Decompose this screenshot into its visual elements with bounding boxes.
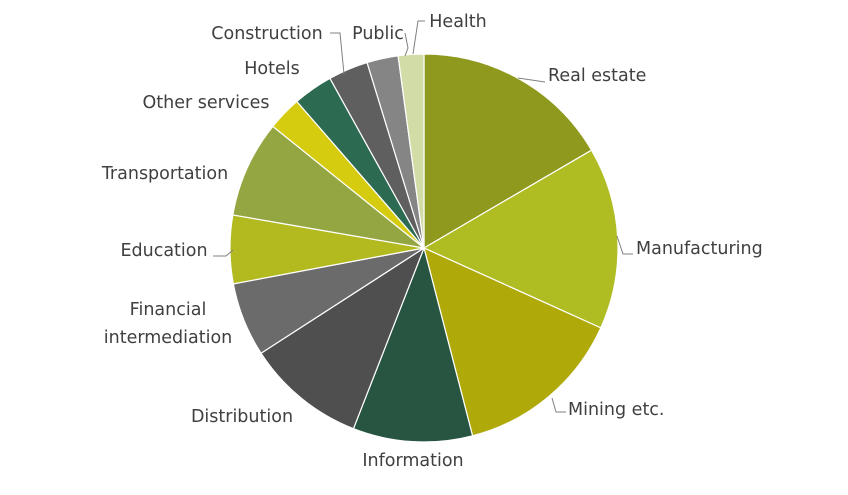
- leader-line: [213, 249, 234, 257]
- leader-line: [330, 32, 345, 75]
- pie-slices: [229, 53, 619, 443]
- slice-label: Distribution: [191, 407, 293, 427]
- slice-label: Hotels: [244, 59, 299, 79]
- leader-line: [517, 77, 546, 83]
- slice-label: Information: [362, 451, 463, 471]
- slice-label: Public: [352, 24, 404, 44]
- slice-label: Education: [120, 241, 207, 261]
- pie-slice-transportation: [232, 125, 427, 249]
- leader-line: [616, 235, 633, 255]
- slice-label: Manufacturing: [636, 239, 763, 259]
- leader-line: [551, 397, 566, 413]
- pie-slice-real-estate: [423, 53, 593, 250]
- pie-slice-distribution: [260, 246, 426, 430]
- slice-label: Transportation: [101, 164, 228, 184]
- slice-label: Financial intermediation: [104, 300, 233, 348]
- slice-label: Other services: [142, 93, 269, 113]
- leader-lines: [213, 20, 633, 413]
- pie-slice-health: [397, 53, 425, 249]
- slice-label: Real estate: [548, 66, 646, 86]
- slice-label: Health: [429, 12, 486, 32]
- pie-slice-information: [352, 246, 474, 443]
- slice-label: Mining etc.: [568, 400, 665, 420]
- pie-slice-mining-etc: [423, 246, 602, 437]
- leader-line: [412, 20, 425, 55]
- slice-label: Construction: [211, 24, 322, 44]
- slice-labels: Real estate Manufacturing Mining etc. Infor…: [101, 12, 763, 471]
- leader-line: [404, 32, 409, 57]
